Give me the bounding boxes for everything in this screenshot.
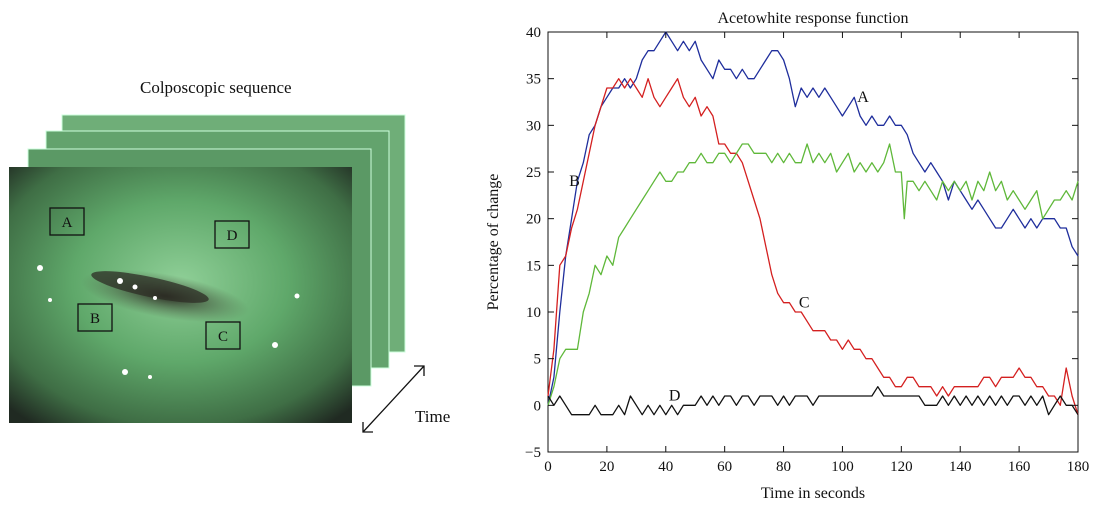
- series-line-d: [547, 386, 1079, 416]
- y-axis-label: Percentage of change: [485, 174, 502, 311]
- x-tick-label: 160: [1008, 459, 1031, 475]
- x-tick-label: 180: [1067, 459, 1090, 475]
- y-tick-label: 10: [526, 305, 541, 321]
- x-tick-label: 60: [717, 459, 732, 475]
- time-label: Time: [415, 407, 451, 426]
- region-label-d: D: [227, 228, 238, 244]
- colposcopy-front-frame: [9, 167, 352, 423]
- x-tick-label: 100: [831, 459, 854, 475]
- y-tick-label: 0: [534, 398, 542, 414]
- colposcopic-sequence-title: Colposcopic sequence: [140, 78, 292, 97]
- y-tick-label: 25: [526, 165, 541, 181]
- region-label-b: B: [90, 311, 100, 327]
- region-box-d: D: [214, 220, 250, 249]
- y-tick-label: 5: [534, 352, 542, 368]
- region-label-a: A: [62, 215, 73, 231]
- axis-layer: 0 20 40 60 80 100 120 140 160 180−505101520253035…: [525, 25, 1089, 475]
- x-tick-label: 140: [949, 459, 972, 475]
- series-line-c: [547, 78, 1079, 415]
- series-annotation-c: C: [799, 294, 810, 311]
- y-tick-label: 40: [526, 25, 541, 41]
- series-line-a: [547, 31, 1079, 406]
- series-annotation-b: B: [569, 173, 580, 190]
- time-arrow-icon: [362, 365, 425, 433]
- y-tick-label: 35: [526, 72, 541, 88]
- series-annotation-d: D: [669, 388, 681, 405]
- x-tick-label: 120: [890, 459, 913, 475]
- annotation-layer: A B C D: [569, 89, 869, 405]
- x-tick-label: 80: [776, 459, 791, 475]
- colposcopy-frame-stack: A B C D: [9, 114, 425, 433]
- region-label-c: C: [218, 329, 228, 345]
- region-box-a: A: [49, 207, 85, 236]
- x-tick-label: 0: [544, 459, 552, 475]
- colposcopic-sequence-panel: Colposcopic sequence: [0, 0, 470, 508]
- series-annotation-a: A: [857, 89, 869, 106]
- region-box-c: C: [205, 321, 241, 350]
- series-line-b: [547, 143, 1079, 406]
- plot-frame: [547, 31, 1079, 453]
- x-tick-label: 40: [658, 459, 673, 475]
- y-tick-label: 15: [526, 258, 541, 274]
- y-tick-label: 30: [526, 118, 541, 134]
- x-axis-label: Time in seconds: [761, 485, 865, 502]
- x-tick-label: 20: [599, 459, 614, 475]
- series-layer: [547, 31, 1079, 416]
- y-tick-label: 20: [526, 212, 541, 228]
- chart-title: Acetowhite response function: [717, 10, 908, 27]
- y-tick-label: −5: [525, 445, 541, 461]
- region-box-b: B: [77, 303, 113, 332]
